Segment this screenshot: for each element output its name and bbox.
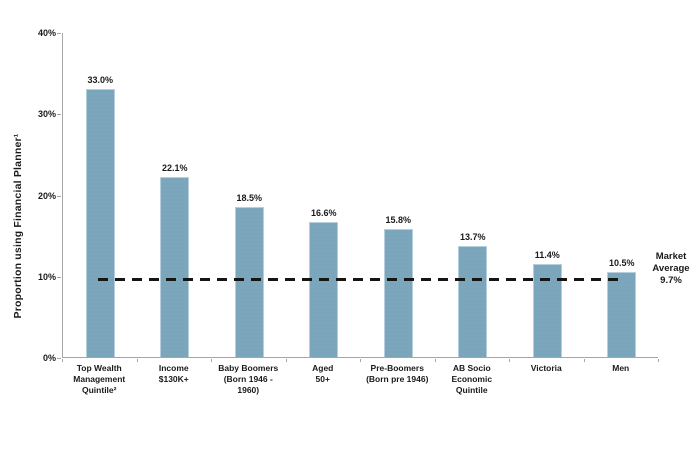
bar-value-label: 18.5% — [236, 192, 263, 203]
bar-value-label: 22.1% — [161, 163, 188, 174]
y-tick-label: 40% — [37, 28, 56, 38]
market-average-dashed-line — [98, 277, 624, 281]
x-tick-mark — [360, 359, 361, 362]
category-label: Victoria — [530, 363, 562, 373]
category-label: Pre-Boomers (Born pre 1946) — [366, 363, 429, 384]
x-tick-mark — [136, 359, 138, 362]
x-tick-mark — [285, 359, 287, 362]
y-tick-mark — [57, 33, 61, 34]
category-label: Men — [612, 363, 630, 373]
x-tick-mark — [434, 359, 436, 362]
bar-men — [607, 271, 637, 357]
x-tick-mark — [211, 359, 212, 362]
bar-income-130k — [160, 177, 190, 357]
bar-value-label: 10.5% — [608, 257, 635, 268]
y-axis-title: Proportion using Financial Planner¹ — [12, 133, 24, 319]
market-average-label: Market Average 9.7% — [652, 251, 690, 286]
bar-baby-boomers-born-1946-1960 — [234, 206, 264, 357]
bar-value-label: 13.7% — [459, 231, 486, 242]
y-tick-mark — [57, 276, 61, 278]
y-tick-mark — [57, 195, 61, 197]
y-tick-label: 0% — [42, 353, 56, 363]
category-label: Aged 50+ — [312, 363, 334, 384]
bar-value-label: 15.8% — [385, 214, 412, 225]
y-tick-label: 10% — [37, 271, 56, 282]
y-tick-mark — [57, 114, 61, 116]
x-tick-mark — [658, 359, 659, 362]
x-tick-mark — [583, 359, 585, 362]
bar-top-wealth-management-quintile — [85, 88, 115, 357]
category-label: Income $130K+ — [158, 363, 189, 384]
x-tick-mark — [62, 359, 63, 362]
y-tick-label: 20% — [37, 190, 56, 201]
bar-value-label: 16.6% — [310, 208, 337, 219]
x-tick-mark — [509, 359, 510, 362]
plot-area: 33.0% 22.1% 18.5% 16.6% 15.8% 13.7% 11.4% 10.5% — [62, 33, 658, 358]
category-label: AB Socio Economic Quintile — [451, 363, 493, 395]
bar-value-label: 33.0% — [87, 74, 114, 85]
y-tick-label: 30% — [37, 109, 56, 120]
y-tick-mark — [57, 358, 61, 359]
bar-aged-50 — [309, 222, 339, 357]
category-label: Top Wealth Management Quintile² — [73, 363, 126, 395]
bar-ab-socio-economic-quintile — [458, 245, 488, 357]
bar-value-label: 11.4% — [534, 250, 560, 261]
bar-pre-boomers-born-pre-1946 — [383, 228, 413, 357]
category-label: Baby Boomers (Born 1946 - 1960) — [218, 363, 279, 395]
